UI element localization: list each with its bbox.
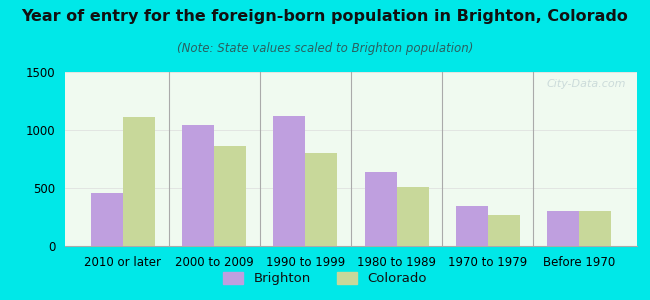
Legend: Brighton, Colorado: Brighton, Colorado (218, 266, 432, 290)
Text: City-Data.com: City-Data.com (546, 79, 625, 89)
Bar (365, 172, 396, 246)
Bar (488, 215, 520, 246)
Bar (306, 153, 337, 246)
Bar (396, 187, 428, 246)
Bar (456, 206, 488, 246)
Text: (Note: State values scaled to Brighton population): (Note: State values scaled to Brighton p… (177, 42, 473, 55)
Bar (274, 116, 305, 246)
Bar (214, 146, 246, 246)
Text: Year of entry for the foreign-born population in Brighton, Colorado: Year of entry for the foreign-born popul… (21, 9, 629, 24)
Bar (182, 125, 214, 246)
Bar (123, 117, 155, 246)
Bar (91, 193, 123, 246)
Bar (579, 211, 611, 246)
Bar (547, 211, 579, 246)
